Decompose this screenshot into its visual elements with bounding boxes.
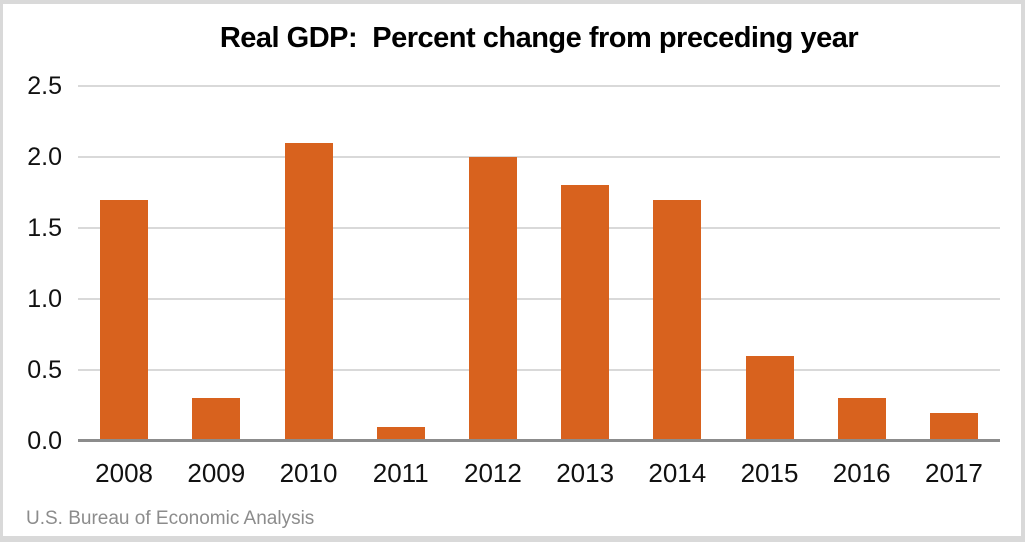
- bar-2016: [837, 398, 886, 441]
- y-tick-0.0: 0.0: [27, 427, 62, 455]
- bar-slot-2016: [816, 86, 908, 441]
- bar-2014: [653, 199, 702, 441]
- bar-2010: [284, 142, 333, 441]
- y-tick-2.0: 2.0: [27, 143, 62, 171]
- x-axis-labels: 2008 2009 2010 2011 2012 2013 2014 2015 2016 2017: [78, 458, 1000, 489]
- bar-slot-2009: [170, 86, 262, 441]
- x-tick-2011: 2011: [372, 458, 429, 488]
- bar-slot-2012: [447, 86, 539, 441]
- x-tick-2014: 2014: [648, 458, 707, 488]
- gridline-1.0: [78, 298, 1000, 300]
- bar-2017: [929, 412, 978, 441]
- x-axis-line: [78, 439, 1000, 442]
- x-tick-2010: 2010: [279, 458, 338, 488]
- bar-2011: [376, 426, 425, 441]
- y-tick-0.5: 0.5: [27, 356, 62, 384]
- bar-slot-2008: [78, 86, 170, 441]
- x-tick-2015: 2015: [740, 458, 799, 488]
- bar-2013: [561, 185, 610, 441]
- x-tick-2013: 2013: [556, 458, 615, 488]
- bar-2009: [192, 398, 241, 441]
- bar-slot-2014: [631, 86, 723, 441]
- x-tick-2017: 2017: [925, 458, 983, 488]
- bar-slot-2013: [539, 86, 631, 441]
- plot-area: [78, 85, 1000, 442]
- bar-slot-2015: [723, 86, 815, 441]
- source-note: U.S. Bureau of Economic Analysis: [26, 508, 315, 529]
- chart-title: Real GDP: Percent change from preceding …: [219, 22, 859, 54]
- x-tick-2009: 2009: [187, 458, 246, 488]
- gridline-2.0: [78, 156, 1000, 158]
- x-tick-2016: 2016: [832, 458, 891, 488]
- bar-slot-2010: [262, 86, 354, 441]
- gridline-2.5: [78, 85, 1000, 87]
- bar-slot-2017: [908, 86, 1000, 441]
- x-tick-2012: 2012: [463, 458, 522, 488]
- bar-2012: [468, 157, 517, 441]
- gridline-1.5: [78, 227, 1000, 229]
- bar-2008: [100, 199, 149, 441]
- bar-2015: [745, 355, 794, 441]
- y-tick-1.0: 1.0: [27, 285, 62, 313]
- x-tick-2008: 2008: [95, 458, 154, 488]
- gridline-0.5: [78, 369, 1000, 371]
- bar-slot-2011: [355, 86, 447, 441]
- y-tick-2.5: 2.5: [27, 72, 62, 100]
- bar-series: [78, 86, 1000, 441]
- y-tick-1.5: 1.5: [27, 214, 62, 242]
